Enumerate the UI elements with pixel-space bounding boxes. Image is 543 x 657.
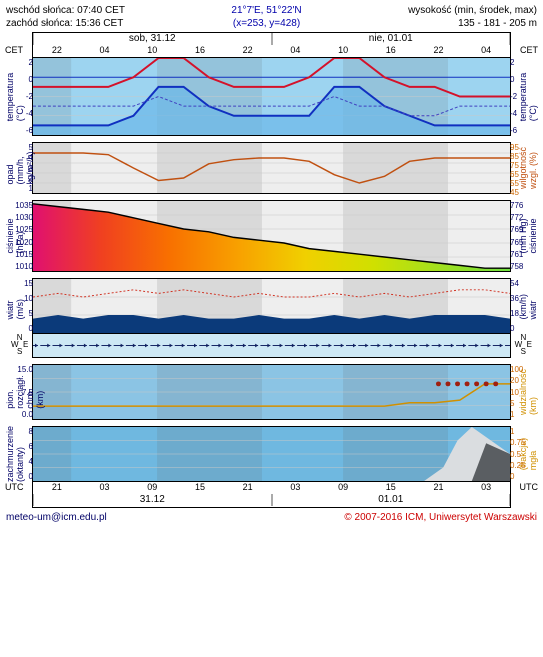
tz-right: CET [520, 45, 538, 55]
time-axis-top: CET CET sob, 31.12nie, 01.01 22041016220… [32, 32, 511, 58]
footer-copyright: © 2007-2016 ICM, Uniwersytet Warszawski [344, 512, 537, 523]
panel-temperature: temperatura (°C) temperatura (°C) 20-2-4… [32, 58, 511, 136]
compass-r: NW ES [515, 334, 532, 356]
coords: 21°7'E, 51°22'N [231, 4, 301, 17]
sunrise-label: wschód słońca: [6, 5, 74, 16]
panel-cloud: zachmurzenie (oktanty) (frakcja) mgła 86… [32, 426, 511, 482]
compass-l: NW ES [11, 334, 28, 356]
location: 21°7'E, 51°22'N (x=253, y=428) [231, 4, 301, 30]
panel-direction: NW ES NW ES [32, 334, 511, 358]
panel-wind: wiatr (m/s) (km/h) wiatr 151050 5436180 [32, 278, 511, 334]
meteogram: wschód słońca: 07:40 CET zachód słońca: … [0, 0, 543, 529]
panel-pressure: ciśnienie (hPa) (mm Hg) ciśnienie 103510… [32, 200, 511, 272]
utc-right: UTC [520, 482, 539, 492]
elevation: wysokość (min, środek, max) 135 - 181 - … [408, 4, 537, 30]
time-axis-bottom: UTC UTC 21030915210309152103 31.1201.01 [32, 482, 511, 508]
sun-times: wschód słońca: 07:40 CET zachód słońca: … [6, 4, 125, 30]
gridpos: (x=253, y=428) [231, 17, 301, 30]
header: wschód słońca: 07:40 CET zachód słońca: … [2, 2, 541, 32]
panel-visibility: pion. rozciągł. chm. (km) widzialność (k… [32, 364, 511, 420]
panel-precipitation: opad (mm/h, kg/m²/h) wilgotność wzgl. (%… [32, 142, 511, 194]
utc-left: UTC [5, 482, 24, 492]
elev-label: wysokość (min, środek, max) [408, 4, 537, 17]
sunset-label: zachód słońca: [6, 18, 73, 29]
sunrise-value: 07:40 CET [77, 5, 125, 16]
footer-email: meteo-um@icm.edu.pl [6, 512, 107, 523]
elev-value: 135 - 181 - 205 m [408, 17, 537, 30]
chart-area: CET CET sob, 31.12nie, 01.01 22041016220… [32, 32, 511, 508]
sunset-value: 15:36 CET [76, 18, 124, 29]
tz-left: CET [5, 45, 23, 55]
footer: meteo-um@icm.edu.pl © 2007-2016 ICM, Uni… [2, 508, 541, 527]
